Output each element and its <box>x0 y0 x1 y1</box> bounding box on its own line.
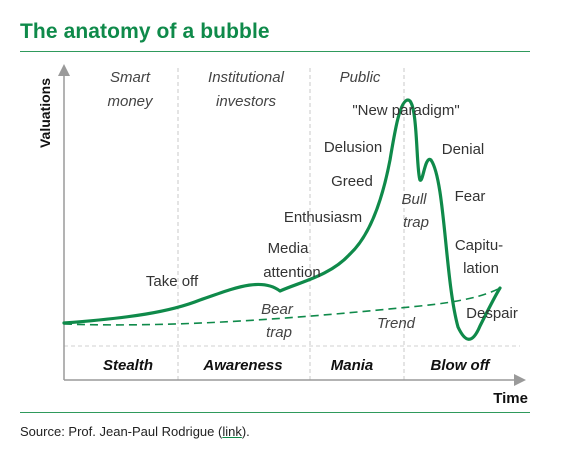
label-greed: Greed <box>331 173 373 190</box>
label-new-paradigm: "New paradigm" <box>352 102 459 119</box>
source-link[interactable]: link <box>222 424 242 439</box>
bubble-curve <box>62 98 502 341</box>
participant-smart-money-line1: Smart <box>110 69 151 86</box>
source-note: Source: Prof. Jean-Paul Rodrigue (link). <box>20 424 250 439</box>
label-media-line2: attention <box>263 264 321 281</box>
phase-awareness: Awareness <box>202 357 282 374</box>
participant-smart-money-line2: money <box>107 93 154 110</box>
x-axis-arrow-icon <box>514 374 526 386</box>
page-title: The anatomy of a bubble <box>20 20 270 43</box>
y-axis-arrow-icon <box>58 64 70 76</box>
label-fear: Fear <box>455 188 486 205</box>
trend-line <box>63 287 501 326</box>
label-bear-trap-line2: trap <box>266 324 292 341</box>
y-axis-label: Valuations <box>37 78 53 148</box>
participant-institutional-line2: investors <box>216 93 277 110</box>
label-trend: Trend <box>377 315 416 332</box>
phase-mania: Mania <box>331 357 374 374</box>
label-bull-trap-line1: Bull <box>401 191 427 208</box>
label-bear-trap-line1: Bear <box>261 301 294 318</box>
label-take-off: Take off <box>146 273 199 290</box>
x-axis-label: Time <box>493 390 528 407</box>
source-suffix: ). <box>241 424 250 439</box>
phase-stealth: Stealth <box>103 357 153 374</box>
label-denial: Denial <box>442 141 485 158</box>
label-capitulation-line2: lation <box>463 260 499 277</box>
label-capitulation-line1: Capitu- <box>455 237 503 254</box>
label-delusion: Delusion <box>324 139 382 156</box>
source-prefix: Source: Prof. Jean-Paul Rodrigue ( <box>20 424 223 439</box>
label-bull-trap-line2: trap <box>403 214 429 231</box>
phase-blow-off: Blow off <box>431 357 492 374</box>
participant-institutional-line1: Institutional <box>208 69 285 86</box>
participant-public: Public <box>340 69 381 86</box>
label-media-line1: Media <box>268 240 310 257</box>
label-despair: Despair <box>466 305 518 322</box>
label-enthusiasm: Enthusiasm <box>284 209 362 226</box>
footer-divider <box>20 412 530 413</box>
title-divider <box>20 51 530 52</box>
